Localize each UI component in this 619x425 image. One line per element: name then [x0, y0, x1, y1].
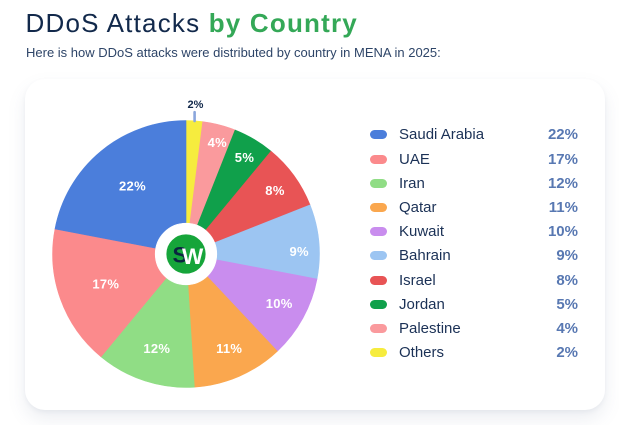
svg-text:17%: 17%: [92, 276, 119, 291]
svg-text:4%: 4%: [208, 135, 228, 150]
svg-text:10%: 10%: [266, 296, 293, 311]
svg-text:8%: 8%: [265, 183, 285, 198]
svg-text:11%: 11%: [216, 341, 242, 356]
svg-text:9%: 9%: [290, 244, 310, 259]
svg-text:22%: 22%: [119, 179, 146, 194]
svg-text:2%: 2%: [188, 99, 204, 111]
svg-text:S: S: [173, 243, 188, 268]
svg-text:5%: 5%: [235, 150, 255, 165]
svg-text:12%: 12%: [143, 341, 170, 356]
svg-text:W: W: [182, 244, 204, 269]
